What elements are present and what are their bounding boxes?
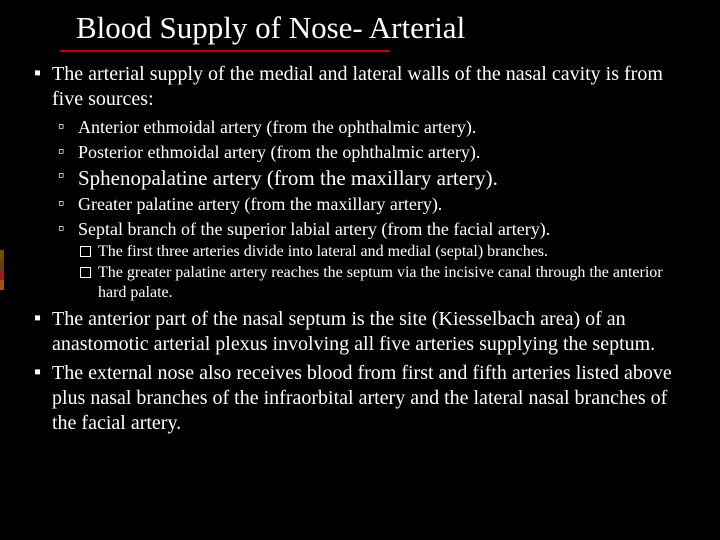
accent-stripe xyxy=(0,270,4,280)
accent-stripe xyxy=(0,280,4,290)
list-item: ▫ Septal branch of the superior labial a… xyxy=(58,218,690,241)
list-item: The first three arteries divide into lat… xyxy=(80,242,690,262)
accent-stripe xyxy=(0,260,4,270)
list-text: The external nose also receives blood fr… xyxy=(52,361,690,436)
bullet-hollow-icon: ▫ xyxy=(58,193,78,216)
list-item: ▪ The anterior part of the nasal septum … xyxy=(34,307,690,357)
bullet-box-icon xyxy=(80,242,98,262)
title-underline xyxy=(60,50,390,52)
list-item: ▫ Posterior ethmoidal artery (from the o… xyxy=(58,141,690,164)
bullet-hollow-icon: ▫ xyxy=(58,165,78,191)
list-item: ▫ Sphenopalatine artery (from the maxill… xyxy=(58,165,690,191)
bullet-hollow-icon: ▫ xyxy=(58,218,78,241)
bullet-square-icon: ▪ xyxy=(34,361,52,436)
list-text: The greater palatine artery reaches the … xyxy=(98,263,690,303)
list-item: ▪ The external nose also receives blood … xyxy=(34,361,690,436)
slide-content: Blood Supply of Nose- Arterial ▪ The art… xyxy=(0,0,720,450)
list-text: Septal branch of the superior labial art… xyxy=(78,218,550,241)
bullet-square-icon: ▪ xyxy=(34,307,52,357)
bullet-square-icon: ▪ xyxy=(34,62,52,112)
list-item: The greater palatine artery reaches the … xyxy=(80,263,690,303)
list-text: Sphenopalatine artery (from the maxillar… xyxy=(78,165,498,191)
bullet-hollow-icon: ▫ xyxy=(58,116,78,139)
list-text: The arterial supply of the medial and la… xyxy=(52,62,690,112)
slide-title: Blood Supply of Nose- Arterial xyxy=(30,10,690,46)
accent-stripe xyxy=(0,250,4,260)
list-item: ▫ Anterior ethmoidal artery (from the op… xyxy=(58,116,690,139)
list-item: ▪ The arterial supply of the medial and … xyxy=(34,62,690,112)
bullet-hollow-icon: ▫ xyxy=(58,141,78,164)
bullet-box-icon xyxy=(80,263,98,303)
list-text: Posterior ethmoidal artery (from the oph… xyxy=(78,141,480,164)
list-text: The anterior part of the nasal septum is… xyxy=(52,307,690,357)
list-text: The first three arteries divide into lat… xyxy=(98,242,548,262)
list-item: ▫ Greater palatine artery (from the maxi… xyxy=(58,193,690,216)
list-text: Greater palatine artery (from the maxill… xyxy=(78,193,442,216)
list-text: Anterior ethmoidal artery (from the opht… xyxy=(78,116,476,139)
